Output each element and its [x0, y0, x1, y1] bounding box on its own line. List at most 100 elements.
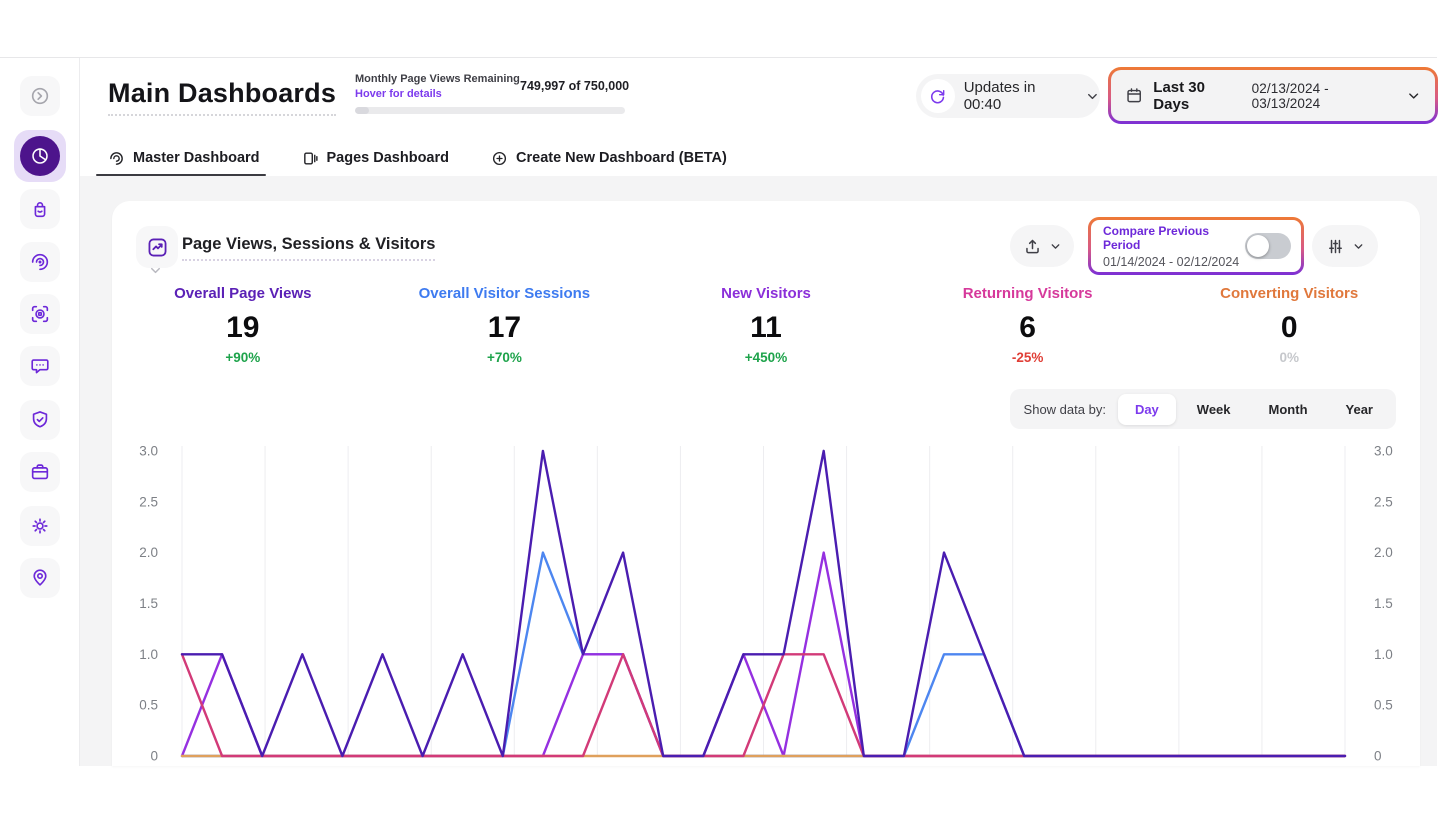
chevron-down-icon — [1088, 93, 1097, 99]
date-preset-label: Last 30 Days — [1153, 78, 1205, 113]
svg-text:1.5: 1.5 — [139, 596, 158, 611]
svg-text:3.0: 3.0 — [1374, 443, 1393, 458]
chart-area[interactable]: 0 0 0.5 0.5 1.0 1.0 1.5 1.5 2.0 2.0 2.5 2.5 3.0 3.0 — [112, 434, 1420, 766]
usage-block: Monthly Page Views Remaining Hover for d… — [355, 73, 520, 100]
option-year[interactable]: Year — [1345, 401, 1373, 417]
date-range-picker[interactable]: Last 30 Days 02/13/2024 - 03/13/2024 — [1108, 67, 1438, 124]
sliders-icon — [1328, 239, 1342, 253]
toggle-knob — [1247, 235, 1269, 257]
svg-text:0.5: 0.5 — [1374, 698, 1393, 713]
sidebar-item-company[interactable] — [20, 452, 60, 492]
usage-progress-bar — [355, 107, 625, 114]
metric-value: 19 — [226, 311, 260, 344]
usage-details-link[interactable]: Hover for details — [355, 88, 442, 100]
show-data-by-label: Show data by: — [1023, 401, 1106, 417]
app-frame: Main Dashboards Monthly Page Views Remai… — [0, 57, 1437, 766]
collapse-sidebar-button[interactable] — [20, 76, 60, 116]
chat-icon — [31, 359, 49, 374]
svg-text:0: 0 — [150, 749, 158, 764]
sidebar-item-settings[interactable] — [20, 506, 60, 546]
sidebar-item-dashboards[interactable] — [14, 130, 66, 182]
sidebar-item-feedback[interactable] — [20, 346, 60, 386]
spiral-icon — [31, 253, 49, 271]
calendar-icon — [1127, 88, 1141, 103]
page-header: Main Dashboards Monthly Page Views Remai… — [80, 58, 1437, 176]
chart-settings-button[interactable] — [1312, 225, 1378, 267]
svg-text:1.0: 1.0 — [1374, 647, 1393, 662]
metric-label: Overall Visitor Sessions — [418, 285, 591, 302]
chevron-down-icon — [1408, 92, 1418, 99]
sidebar-item-visits[interactable] — [20, 242, 60, 282]
option-week[interactable]: Week — [1196, 401, 1231, 417]
metric-value: 17 — [487, 311, 522, 344]
metric-value: 0 — [1280, 311, 1298, 344]
pageviews-widget-card: Page Views, Sessions & Visitors Compare … — [112, 201, 1420, 766]
tab-pages-dashboard[interactable]: Pages Dashboard — [302, 150, 450, 167]
option-day[interactable]: Day — [1117, 393, 1176, 425]
dashboard-tabs: Master Dashboard Pages Dashboard Create … — [108, 140, 727, 176]
line-chart-icon — [148, 238, 166, 256]
active-tab-underline — [96, 173, 266, 176]
spiral-icon — [110, 151, 123, 165]
sidebar-item-location[interactable] — [20, 558, 60, 598]
scan-target-icon — [31, 305, 49, 323]
metric-label: Overall Page Views — [174, 285, 312, 302]
svg-text:2.0: 2.0 — [139, 545, 158, 560]
line-chart: 0 0 0.5 0.5 1.0 1.0 1.5 1.5 2.0 2.0 2.5 2.5 3.0 3.0 — [139, 443, 1393, 764]
refresh-updates-button[interactable]: Updates in 00:40 — [916, 74, 1100, 118]
metric-delta: +70% — [486, 350, 522, 365]
metric-converting-visitors[interactable]: Converting Visitors 0 0% — [1158, 285, 1420, 365]
widget-title: Page Views, Sessions & Visitors — [182, 235, 436, 261]
content-area: Page Views, Sessions & Visitors Compare … — [80, 176, 1437, 766]
dashboard-pie-icon — [32, 148, 48, 164]
tab-label: Master Dashboard — [133, 150, 260, 166]
metric-label: Converting Visitors — [1220, 285, 1359, 302]
metric-new-visitors[interactable]: New Visitors 11 +450% — [635, 285, 897, 365]
page-title: Main Dashboards — [108, 78, 337, 116]
metric-delta: +450% — [744, 350, 788, 365]
show-data-by-selector: Show data by: Day Week Month Year — [1009, 389, 1396, 429]
chevron-down-icon[interactable] — [148, 263, 163, 278]
bag-icon — [34, 202, 46, 218]
chevron-down-icon — [1051, 243, 1059, 249]
compare-text: Compare Previous Period 01/14/2024 - 02/… — [1103, 224, 1245, 269]
export-button[interactable] — [1010, 225, 1074, 267]
plus-circle-icon — [492, 151, 507, 165]
usage-count: 749,997 of 750,000 — [520, 79, 630, 93]
compare-toggle[interactable] — [1245, 233, 1291, 259]
refresh-label: Updates in 00:40 — [963, 79, 1036, 113]
location-pin-icon — [33, 569, 47, 586]
metric-label: Returning Visitors — [962, 285, 1093, 302]
briefcase-icon — [31, 464, 49, 480]
svg-text:0: 0 — [1374, 749, 1382, 764]
active-nav-circle — [20, 136, 60, 176]
collapse-arrow-icon — [31, 87, 49, 105]
option-month[interactable]: Month — [1268, 401, 1308, 417]
svg-text:1.0: 1.0 — [139, 647, 158, 662]
metric-delta: +90% — [225, 350, 261, 365]
metric-overall-visitor-sessions[interactable]: Overall Visitor Sessions 17 +70% — [374, 285, 636, 365]
sidebar — [0, 58, 80, 766]
shield-check-icon — [32, 411, 48, 428]
widget-icon-tile[interactable] — [136, 226, 178, 268]
metric-value: 6 — [1019, 311, 1036, 344]
svg-text:2.5: 2.5 — [1374, 494, 1393, 509]
gear-icon — [32, 518, 48, 534]
refresh-icon — [931, 89, 945, 103]
compare-title: Compare Previous Period — [1103, 223, 1210, 252]
usage-label: Monthly Page Views Remaining — [355, 73, 520, 85]
tab-master-dashboard[interactable]: Master Dashboard — [108, 150, 260, 167]
compare-range: 01/14/2024 - 02/12/2024 — [1103, 254, 1240, 269]
usage-progress-fill — [355, 107, 369, 114]
tab-create-new-dashboard[interactable]: Create New Dashboard (BETA) — [491, 150, 727, 167]
metric-returning-visitors[interactable]: Returning Visitors 6 -25% — [897, 285, 1159, 365]
metrics-row: Overall Page Views 19 +90% Overall Visit… — [112, 285, 1420, 365]
metric-overall-page-views[interactable]: Overall Page Views 19 +90% — [112, 285, 374, 365]
svg-text:0.5: 0.5 — [139, 698, 158, 713]
sidebar-item-privacy[interactable] — [20, 400, 60, 440]
refresh-circle — [921, 79, 955, 113]
sidebar-item-bag[interactable] — [20, 189, 60, 229]
tab-label: Pages Dashboard — [326, 150, 450, 166]
sidebar-item-scan[interactable] — [20, 294, 60, 334]
svg-text:2.5: 2.5 — [139, 494, 158, 509]
